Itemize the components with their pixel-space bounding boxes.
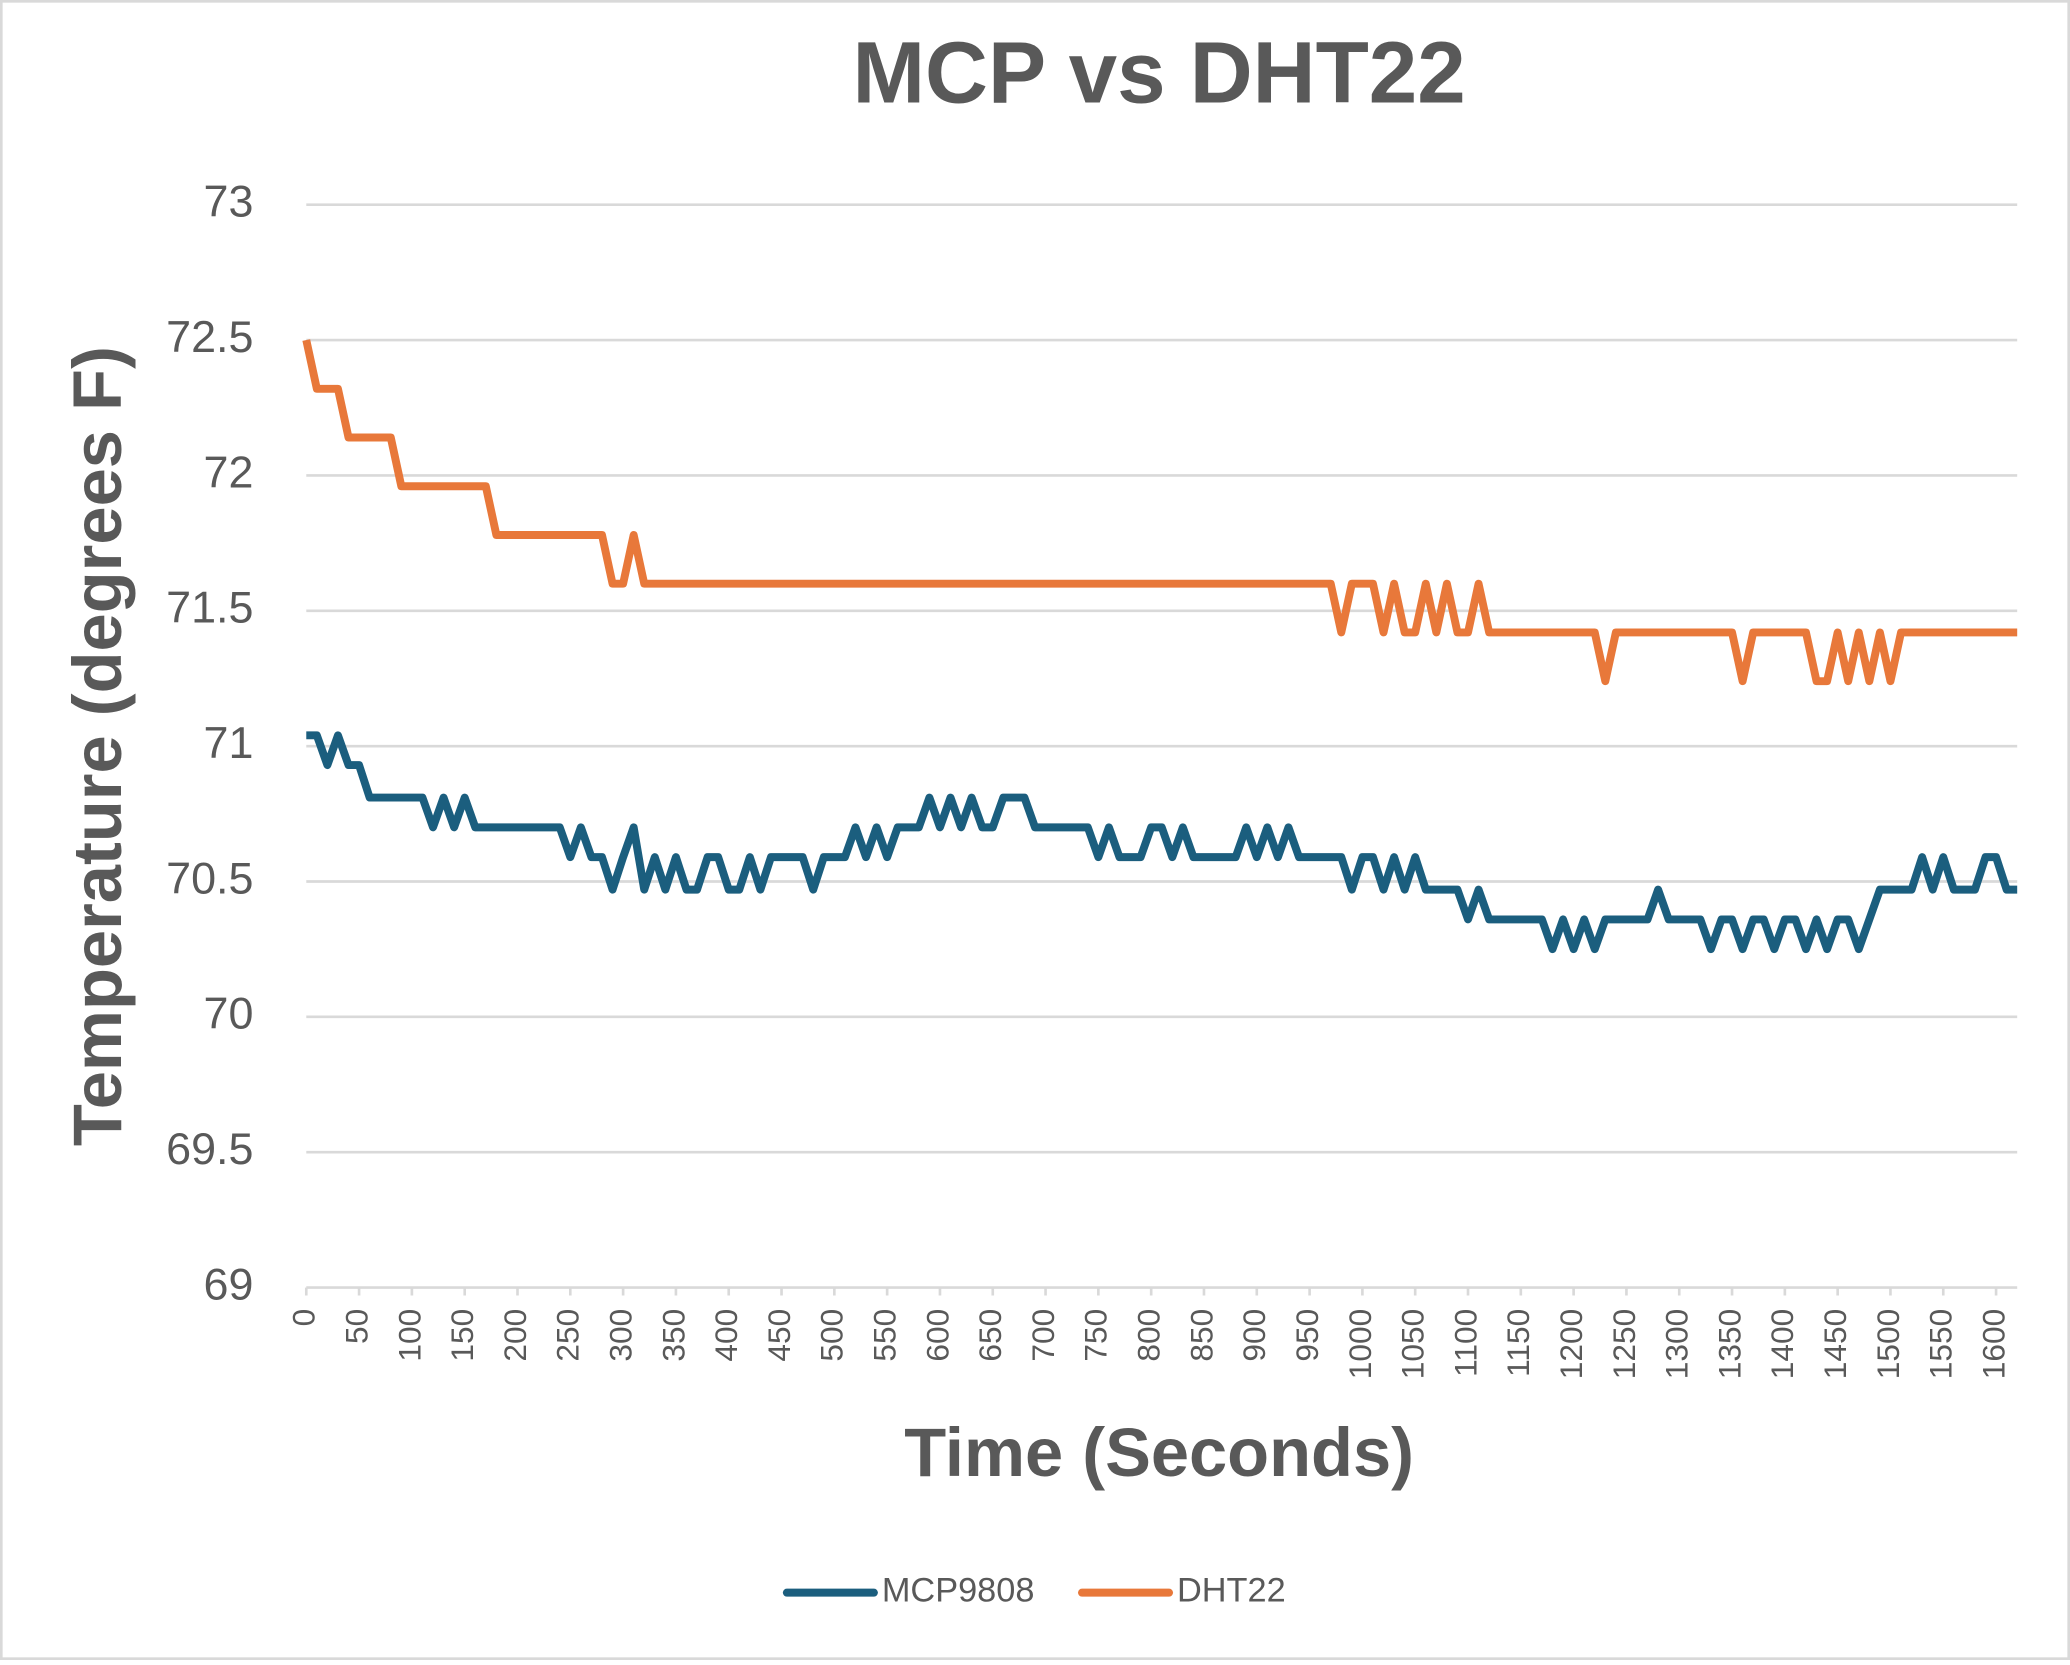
x-tick-label: 1200: [1553, 1309, 1589, 1379]
x-tick-label: 0: [286, 1309, 322, 1327]
y-tick-label: 71: [204, 717, 254, 768]
x-tick-label: 350: [655, 1309, 691, 1362]
x-tick-label: 1600: [1975, 1309, 2011, 1379]
y-tick-label: 71.5: [166, 582, 253, 633]
x-tick-label: 1150: [1500, 1309, 1536, 1377]
x-tick-label: 950: [1289, 1309, 1325, 1362]
x-tick-label: 1000: [1342, 1309, 1378, 1379]
x-tick-label: 700: [1025, 1309, 1061, 1362]
x-tick-label: 50: [338, 1309, 374, 1344]
x-tick-label: 1100: [1447, 1309, 1483, 1377]
legend-label: DHT22: [1177, 1572, 1286, 1610]
chart-title: MCP vs DHT22: [852, 24, 1465, 121]
series-line: [306, 731, 2018, 954]
x-tick-label: 1250: [1606, 1309, 1642, 1379]
x-tick-label: 1550: [1923, 1309, 1959, 1379]
y-tick-label: 72: [204, 446, 254, 497]
legend-item: MCP9808: [782, 1572, 1035, 1610]
x-tick-label: 900: [1236, 1309, 1272, 1362]
y-tick-label: 73: [204, 176, 254, 227]
x-tick-label: 750: [1078, 1309, 1114, 1362]
x-tick-label: 1500: [1870, 1309, 1906, 1379]
x-tick-label: 1300: [1659, 1309, 1695, 1379]
x-tick-label: 650: [972, 1309, 1008, 1362]
x-tick-label: 450: [761, 1309, 797, 1362]
legend-item: DHT22: [1077, 1572, 1286, 1610]
y-tick-label: 70: [204, 988, 254, 1039]
x-tick-label: 250: [550, 1309, 586, 1362]
legend-label: MCP9808: [882, 1572, 1035, 1610]
x-tick-label: 300: [602, 1309, 638, 1362]
x-tick-label: 1350: [1711, 1309, 1747, 1379]
x-tick-label: 1400: [1764, 1309, 1800, 1379]
y-tick-label: 69.5: [166, 1123, 253, 1174]
y-axis-title: Temperature (degrees F): [59, 346, 136, 1146]
y-tick-label: 69: [204, 1258, 254, 1309]
series-line: [302, 339, 2018, 686]
x-tick-label: 850: [1183, 1309, 1219, 1362]
y-tick-label: 70.5: [166, 852, 253, 903]
x-tick-label: 100: [391, 1309, 427, 1362]
x-axis-title: Time (Seconds): [904, 1414, 1414, 1491]
x-tick-label: 200: [497, 1309, 533, 1362]
x-tick-label: 800: [1131, 1309, 1167, 1362]
x-tick-label: 1450: [1817, 1309, 1853, 1379]
y-tick-label: 72.5: [166, 311, 253, 362]
x-tick-label: 400: [708, 1309, 744, 1362]
x-tick-label: 150: [444, 1309, 480, 1362]
x-tick-label: 1050: [1395, 1309, 1431, 1379]
x-tick-label: 600: [919, 1309, 955, 1362]
x-tick-label: 550: [867, 1309, 903, 1362]
x-tick-label: 500: [814, 1309, 850, 1362]
